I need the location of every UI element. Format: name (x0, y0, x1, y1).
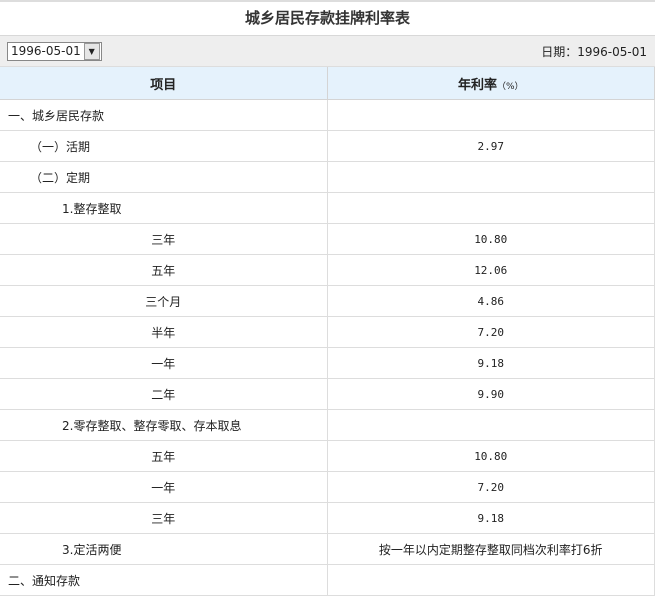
table-row: 五年 10.80 (0, 440, 655, 472)
row-rate: 12.06 (327, 254, 655, 286)
row-rate: 10.80 (327, 440, 655, 472)
row-label: 一年 (0, 347, 328, 379)
table-row: 一、城乡居民存款 (0, 99, 655, 131)
table-row: （一）活期 2.97 (0, 130, 655, 162)
date-label: 日期： (541, 44, 578, 59)
row-label: 二、通知存款 (0, 564, 328, 596)
toolbar: 1996-05-01 ▼ 日期：1996-05-01 (0, 36, 655, 67)
table-row: 二、通知存款 (0, 564, 655, 596)
row-label: 三年 (0, 223, 328, 255)
row-rate (327, 161, 655, 193)
row-label: 一、城乡居民存款 (0, 99, 328, 131)
rate-table: 项目 年利率（%） 一、城乡居民存款 （一）活期 2.97 （二）定期 1.整存整取 三年… (0, 67, 655, 596)
row-rate (327, 192, 655, 224)
row-label: 一年 (0, 471, 328, 503)
table-row: 1.整存整取 (0, 192, 655, 224)
header-rate-label: 年利率 (457, 77, 497, 93)
table-header: 项目 年利率（%） (0, 67, 655, 100)
date-value: 1996-05-01 (577, 44, 647, 59)
row-rate (327, 409, 655, 441)
row-rate: 9.90 (327, 378, 655, 410)
row-label: 二年 (0, 378, 328, 410)
row-rate: 4.86 (327, 285, 655, 317)
date-select-value: 1996-05-01 (11, 44, 81, 58)
table-row: 2.零存整取、整存零取、存本取息 (0, 409, 655, 441)
table-row: 五年 12.06 (0, 254, 655, 286)
row-label: 五年 (0, 254, 328, 286)
row-rate: 2.97 (327, 130, 655, 162)
table-row: 三年 10.80 (0, 223, 655, 255)
row-label: 三年 (0, 502, 328, 534)
table-row: 二年 9.90 (0, 378, 655, 410)
date-display: 日期：1996-05-01 (541, 43, 647, 60)
row-rate: 9.18 (327, 347, 655, 379)
table-row: 一年 9.18 (0, 347, 655, 379)
row-label: 五年 (0, 440, 328, 472)
row-rate (327, 564, 655, 596)
row-label: 3.定活两便 (0, 533, 328, 565)
row-label: 半年 (0, 316, 328, 348)
date-select[interactable]: 1996-05-01 ▼ (7, 41, 102, 61)
table-row: （二）定期 (0, 161, 655, 193)
table-row: 半年 7.20 (0, 316, 655, 348)
header-item: 项目 (0, 67, 328, 100)
row-rate: 按一年以内定期整存整取同档次利率打6折 (327, 533, 655, 565)
table-row: 3.定活两便 按一年以内定期整存整取同档次利率打6折 (0, 533, 655, 565)
table-row: 三个月 4.86 (0, 285, 655, 317)
row-label: 2.零存整取、整存零取、存本取息 (0, 409, 328, 441)
table-row: 一年 7.20 (0, 471, 655, 503)
row-label: （一）活期 (0, 130, 328, 162)
row-rate: 9.18 (327, 502, 655, 534)
row-rate: 10.80 (327, 223, 655, 255)
row-label: （二）定期 (0, 161, 328, 193)
row-rate: 7.20 (327, 316, 655, 348)
row-label: 三个月 (0, 285, 328, 317)
header-rate: 年利率（%） (327, 67, 655, 100)
row-label: 1.整存整取 (0, 192, 328, 224)
header-rate-unit: （%） (496, 81, 524, 92)
table-row: 三年 9.18 (0, 502, 655, 534)
row-rate: 7.20 (327, 471, 655, 503)
chevron-down-icon[interactable]: ▼ (83, 42, 100, 60)
page-title: 城乡居民存款挂牌利率表 (0, 0, 655, 36)
row-rate (327, 99, 655, 131)
